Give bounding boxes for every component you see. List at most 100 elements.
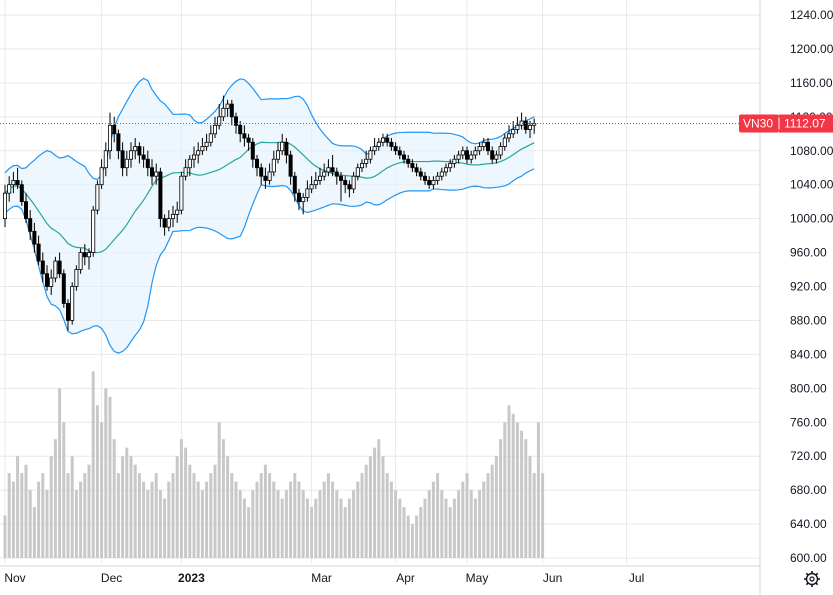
- volume-bar: [108, 396, 112, 558]
- candle-body: [456, 154, 461, 160]
- candle-body: [448, 163, 453, 169]
- candle-body: [217, 116, 222, 126]
- y-tick-label: 1000.00: [790, 212, 833, 226]
- last-price-tag: VN30 1112.07: [739, 114, 833, 133]
- x-axis: Nov Dec 2023 Mar Apr May Jun Jul: [4, 571, 644, 585]
- volume-bar: [452, 498, 456, 558]
- volume-bar: [280, 498, 284, 558]
- candle-body: [187, 158, 192, 169]
- volume-bar: [41, 473, 45, 558]
- volume-bar: [242, 498, 246, 558]
- candle-body: [280, 141, 285, 152]
- candle-body: [238, 124, 243, 135]
- volume-bar: [116, 473, 120, 558]
- volume-bar: [49, 456, 53, 558]
- candle-body: [99, 167, 104, 186]
- candle-body: [7, 184, 12, 194]
- volume-bar: [305, 498, 309, 558]
- gear-hub: [809, 576, 815, 582]
- volume-bar: [423, 498, 427, 558]
- volume-bar: [444, 498, 448, 558]
- volume-bar: [335, 490, 339, 558]
- volume-bar: [322, 481, 326, 558]
- candle-body: [523, 120, 528, 130]
- candle-body: [124, 158, 129, 169]
- volume-bar: [251, 490, 255, 558]
- y-axis: 600.00 640.00 680.00 720.00 760.00 800.00 840.…: [790, 8, 833, 565]
- volume-bar: [192, 473, 196, 558]
- candle-body: [351, 175, 356, 190]
- gear-icon[interactable]: [804, 571, 820, 587]
- volume-bar: [507, 405, 511, 558]
- candle-body: [212, 124, 217, 135]
- volume-bar: [482, 481, 486, 558]
- candle-body: [133, 146, 138, 152]
- candle-body: [66, 303, 71, 321]
- volume-bar: [100, 422, 104, 558]
- volume-bar: [137, 473, 141, 558]
- volume-bar: [398, 498, 402, 558]
- volume-bar: [171, 473, 175, 558]
- candle-body: [145, 158, 150, 169]
- candle-body: [263, 175, 268, 181]
- candle-body: [397, 150, 402, 156]
- candle-body: [330, 167, 335, 173]
- y-tick-label: 960.00: [790, 246, 827, 260]
- volume-bar: [478, 490, 482, 558]
- candle-body: [120, 150, 125, 169]
- volume-bar: [268, 473, 272, 558]
- volume-bar: [226, 456, 230, 558]
- volume-bar: [494, 456, 498, 558]
- candle-body: [11, 180, 16, 186]
- volume-bar: [402, 507, 406, 558]
- volume-bar: [196, 481, 200, 558]
- volume-bar: [284, 490, 288, 558]
- volume-bar: [410, 524, 414, 558]
- volume-bar: [427, 490, 431, 558]
- volume-bar: [490, 464, 494, 558]
- candle-body: [338, 175, 343, 181]
- x-tick-label: Mar: [311, 571, 332, 585]
- candle-body: [91, 209, 96, 253]
- volume-bar: [524, 439, 528, 558]
- candle-body: [82, 252, 87, 258]
- y-tick-label: 920.00: [790, 280, 827, 294]
- candle-body: [116, 133, 121, 152]
- candle-body: [70, 286, 75, 321]
- y-tick-label: 640.00: [790, 517, 827, 531]
- volume-bar: [83, 473, 87, 558]
- volume-bar: [528, 456, 532, 558]
- candle-body: [36, 243, 41, 262]
- y-tick-label: 1040.00: [790, 178, 833, 192]
- volume-bar: [293, 473, 297, 558]
- volume-bar: [179, 439, 183, 558]
- volume-bar: [133, 464, 137, 558]
- candle-body: [435, 175, 440, 181]
- candle-body: [473, 150, 478, 156]
- volume-bar: [209, 473, 213, 558]
- candle-body: [208, 133, 213, 143]
- volume-bar: [469, 490, 473, 558]
- volume-bar: [259, 473, 263, 558]
- candle-body: [128, 150, 133, 160]
- candle-body: [347, 184, 352, 190]
- candle-body: [229, 103, 234, 118]
- candle-body: [149, 167, 154, 177]
- volume-bar: [62, 422, 66, 558]
- candle-body: [15, 180, 20, 186]
- volume-bar: [541, 473, 545, 558]
- x-tick-label: Apr: [396, 571, 415, 585]
- volume-bar: [448, 507, 452, 558]
- volume-bar: [536, 422, 540, 558]
- y-tick-label: 800.00: [790, 381, 827, 395]
- volume-bar: [326, 473, 330, 558]
- volume-bar: [520, 430, 524, 558]
- volume-bar: [272, 481, 276, 558]
- candle-body: [406, 158, 411, 164]
- volume-bar: [205, 481, 209, 558]
- candle-body: [460, 150, 465, 156]
- candle-body: [506, 133, 511, 139]
- volume-bar: [360, 473, 364, 558]
- volume-bar: [58, 388, 62, 558]
